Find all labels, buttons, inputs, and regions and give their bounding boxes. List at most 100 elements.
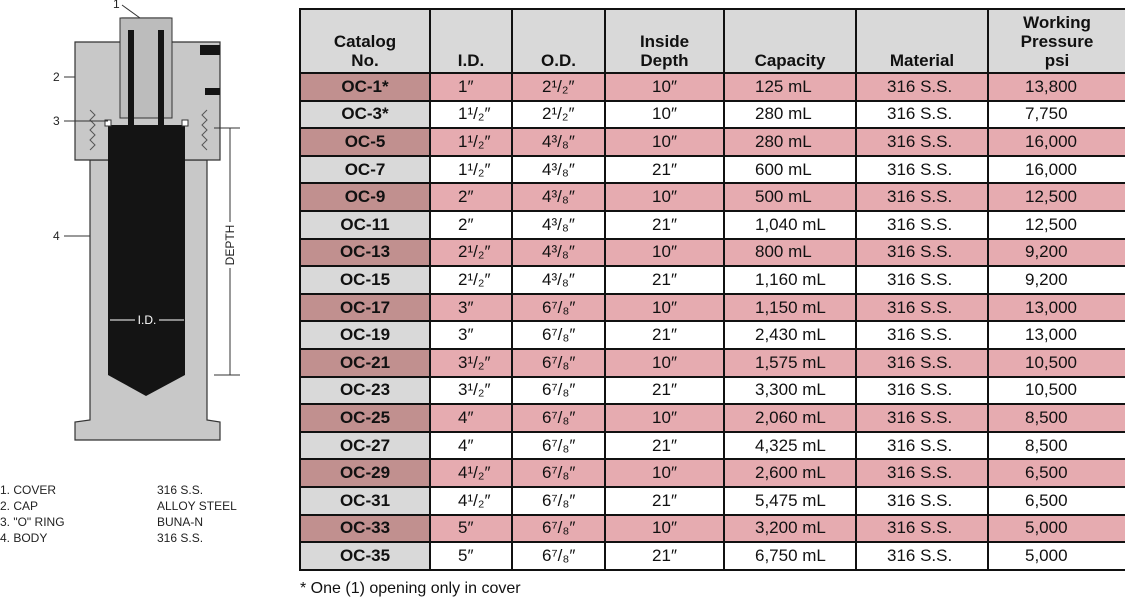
part-material: 316 S.S. <box>157 531 203 545</box>
column-header: Material <box>855 8 989 74</box>
table-row: OC-9 2″ 4³/₈″ 10″ 500 mL 316 S.S. 12,500 <box>299 182 1125 212</box>
table-cell: 10,500 <box>987 375 1125 406</box>
column-header: Working Pressure psi <box>987 8 1125 74</box>
part-material: BUNA-N <box>157 515 203 529</box>
table-cell: 316 S.S. <box>855 99 989 130</box>
table-cell: 316 S.S. <box>855 209 989 240</box>
table-cell: 2¹/₂″ <box>429 237 513 268</box>
table-cell: 1¹/₂″ <box>429 154 513 185</box>
table-cell: 6,500 <box>987 458 1125 488</box>
table-cell: OC-15 <box>299 265 431 295</box>
table-cell: 1,150 mL <box>723 292 857 323</box>
table-cell: 4³/₈″ <box>511 237 606 268</box>
id-label: I.D. <box>138 313 157 327</box>
table-row: OC-21 3¹/₂″ 6⁷/₈″ 10″ 1,575 mL 316 S.S. 10,500 <box>299 347 1125 378</box>
table-cell: OC-29 <box>299 458 431 488</box>
table-cell: 800 mL <box>723 237 857 268</box>
table-cell: 4³/₈″ <box>511 182 606 212</box>
table-cell: 10″ <box>604 182 725 212</box>
table-cell: 16,000 <box>987 127 1125 157</box>
table-cell: 316 S.S. <box>855 154 989 185</box>
table-cell: 10″ <box>604 237 725 268</box>
callout: 4 <box>53 229 60 243</box>
table-cell: OC-5 <box>299 127 431 157</box>
table-cell: 4″ <box>429 403 513 433</box>
table-cell: OC-23 <box>299 375 431 406</box>
table-cell: 21″ <box>604 485 725 516</box>
table-cell: 6⁷/₈″ <box>511 347 606 378</box>
table-cell: 9,200 <box>987 237 1125 268</box>
table-cell: 12,500 <box>987 182 1125 212</box>
table-cell: 4¹/₂″ <box>429 458 513 488</box>
part-label: 3. "O" RING <box>0 515 65 529</box>
table-cell: 316 S.S. <box>855 513 989 544</box>
table-cell: OC-17 <box>299 292 431 323</box>
port-right <box>158 30 164 128</box>
table-cell: 3″ <box>429 320 513 350</box>
table-cell: 21″ <box>604 209 725 240</box>
table-row: OC-17 3″ 6⁷/₈″ 10″ 1,150 mL 316 S.S. 13,000 <box>299 292 1125 323</box>
threads <box>89 109 208 151</box>
table-cell: 8,500 <box>987 430 1125 461</box>
table-cell: 4,325 mL <box>723 430 857 461</box>
table-cell: 3¹/₂″ <box>429 347 513 378</box>
table-cell: 9,200 <box>987 265 1125 295</box>
callout: 1 <box>113 0 120 11</box>
table-cell: 6⁷/₈″ <box>511 541 606 571</box>
table-cell: 316 S.S. <box>855 292 989 323</box>
fitting-top <box>200 45 220 55</box>
table-cell: 316 S.S. <box>855 182 989 212</box>
table-cell: OC-33 <box>299 513 431 544</box>
table-cell: 10″ <box>604 403 725 433</box>
table-cell: 6⁷/₈″ <box>511 485 606 516</box>
table-cell: 125 mL <box>723 72 857 102</box>
table-cell: OC-9 <box>299 182 431 212</box>
column-header: Catalog No. <box>299 8 431 74</box>
o-ring-right <box>181 119 189 127</box>
table-cell: OC-25 <box>299 403 431 433</box>
table-cell: OC-13 <box>299 237 431 268</box>
part-label: 4. BODY <box>0 531 47 545</box>
table-cell: 5″ <box>429 541 513 571</box>
table-cell: 12,500 <box>987 209 1125 240</box>
table-cell: 1¹/₂″ <box>429 127 513 157</box>
table-cell: 21″ <box>604 320 725 350</box>
table-cell: 21″ <box>604 154 725 185</box>
table-cell: 3,300 mL <box>723 375 857 406</box>
table-cell: OC-3* <box>299 99 431 130</box>
table-row: OC-23 3¹/₂″ 6⁷/₈″ 21″ 3,300 mL 316 S.S. 10,500 <box>299 375 1125 406</box>
table-cell: 5,000 <box>987 541 1125 571</box>
table-cell: 6⁷/₈″ <box>511 375 606 406</box>
table-cell: 21″ <box>604 541 725 571</box>
table-cell: 2,600 mL <box>723 458 857 488</box>
table-cell: OC-11 <box>299 209 431 240</box>
table-cell: 1,040 mL <box>723 209 857 240</box>
table-cell: 3¹/₂″ <box>429 375 513 406</box>
table-cell: 6,750 mL <box>723 541 857 571</box>
table-cell: 1,575 mL <box>723 347 857 378</box>
table-cell: 5,475 mL <box>723 485 857 516</box>
table-row: OC-11 2″ 4³/₈″ 21″ 1,040 mL 316 S.S. 12,500 <box>299 209 1125 240</box>
table-cell: 4¹/₂″ <box>429 485 513 516</box>
table-cell: 2,060 mL <box>723 403 857 433</box>
table-cell: 316 S.S. <box>855 375 989 406</box>
table-cell: 4³/₈″ <box>511 209 606 240</box>
cover-shape <box>119 17 173 119</box>
depth-label: DEPTH <box>223 225 237 266</box>
table-cell: 5″ <box>429 513 513 544</box>
vessel-diagram: 1 2 3 4 DEPTH I.D. 1. COVER 316 S.S. 2. … <box>0 0 240 545</box>
table-cell: 10″ <box>604 292 725 323</box>
table-cell: 6⁷/₈″ <box>511 292 606 323</box>
table-cell: 2¹/₂″ <box>511 99 606 130</box>
table-cell: 280 mL <box>723 127 857 157</box>
o-ring-left <box>104 119 112 127</box>
table-cell: 10″ <box>604 72 725 102</box>
table-row: OC-33 5″ 6⁷/₈″ 10″ 3,200 mL 316 S.S. 5,000 <box>299 513 1125 544</box>
header-row: Catalog No. I.D. O.D. Inside Depth Capacity M… <box>299 8 1125 74</box>
callout: 2 <box>53 70 60 84</box>
table-cell: 3″ <box>429 292 513 323</box>
table-row: OC-13 2¹/₂″ 4³/₈″ 10″ 800 mL 316 S.S. 9,200 <box>299 237 1125 268</box>
table-cell: OC-21 <box>299 347 431 378</box>
table-cell: 1¹/₂″ <box>429 99 513 130</box>
